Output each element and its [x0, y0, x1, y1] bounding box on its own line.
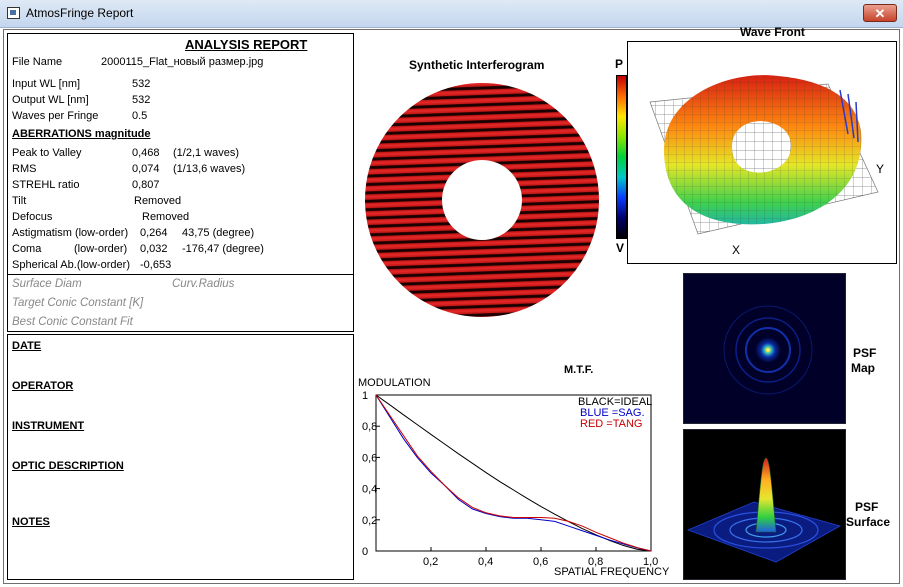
instrument-field[interactable]: INSTRUMENT [12, 420, 85, 432]
waves-per-fringe-label: Waves per Fringe [12, 110, 99, 122]
input-wl-label: Input WL [nm] [12, 78, 81, 90]
window-title: AtmosFringe Report [26, 6, 134, 20]
wavefront-title: Wave Front [740, 25, 805, 39]
spherical-label: Spherical Ab.(low-order) [12, 259, 130, 271]
psf-surface-label-1: PSF [855, 500, 879, 514]
mtf-y-tick-label: 0,6 [362, 452, 377, 464]
astigmatism-value: 0,264 [140, 227, 168, 239]
strehl-label: STREHL ratio [12, 179, 80, 191]
best-conic-label: Best Conic Constant Fit [12, 316, 133, 328]
aberrations-header: ABERRATIONS magnitude [12, 128, 151, 140]
rms-waves: (1/13,6 waves) [173, 163, 246, 175]
target-conic-label: Target Conic Constant [K] [12, 297, 144, 309]
mtf-x-tick-label: 0,8 [588, 556, 603, 568]
ptv-value: 0,468 [132, 147, 160, 159]
coma-label: Coma [12, 243, 42, 255]
mtf-legend-ideal: BLACK=IDEAL [578, 396, 652, 408]
mtf-x-tick-label: 1,0 [643, 556, 658, 568]
tilt-value: Removed [134, 195, 182, 207]
mtf-y-tick-label: 0,8 [362, 421, 377, 433]
spherical-value: -0,653 [140, 259, 172, 271]
info-panel: DATE OPERATOR INSTRUMENT OPTIC DESCRIPTI… [7, 334, 354, 580]
wavefront-surface-plot: X Y [649, 75, 884, 257]
input-wl-value: 532 [132, 78, 151, 90]
ptv-waves: (1/2,1 waves) [173, 147, 240, 159]
coma-angle: -176,47 (degree) [182, 243, 264, 255]
optic-description-field[interactable]: OPTIC DESCRIPTION [12, 460, 124, 472]
rms-label: RMS [12, 163, 37, 175]
divider [8, 274, 353, 275]
close-button[interactable]: ✕ [863, 4, 897, 22]
mtf-series-tang-line [375, 394, 652, 552]
mtf-series-sag-line [375, 394, 652, 552]
mtf-title: M.T.F. [564, 364, 594, 376]
analysis-report-panel: ANALYSIS REPORT File Name 2000115_Flat_н… [7, 33, 354, 332]
mtf-x-tick-label: 0,2 [423, 556, 438, 568]
psf-surface-label-2: Surface [846, 515, 891, 529]
astigmatism-label: Astigmatism (low-order) [12, 227, 129, 239]
date-field[interactable]: DATE [12, 340, 42, 352]
app-icon [7, 7, 20, 19]
psf-surface-image [683, 429, 846, 580]
colorbar [616, 75, 627, 239]
waves-per-fringe-value: 0.5 [132, 110, 148, 122]
mtf-y-axis-title: MODULATION [358, 377, 431, 389]
mtf-legend-tang: RED =TANG [580, 418, 642, 430]
defocus-value: Removed [142, 211, 190, 223]
colorbar-top-label: P [615, 57, 624, 71]
mtf-x-axis-title: SPATIAL FREQUENCY [554, 566, 670, 578]
wavefront-y-axis-label: Y [876, 162, 884, 176]
mtf-x-tick-label: 0,4 [478, 556, 493, 568]
output-wl-label: Output WL [nm] [12, 94, 89, 106]
notes-field[interactable]: NOTES [12, 516, 50, 528]
wavefront-frame: X Y [627, 41, 897, 264]
title-bar: AtmosFringe Report ✕ [0, 0, 903, 28]
report-title: ANALYSIS REPORT [185, 37, 308, 52]
operator-field[interactable]: OPERATOR [12, 380, 74, 392]
file-name-value: 2000115_Flat_новый размер.jpg [101, 56, 264, 68]
mtf-y-tick-label: 0,2 [362, 515, 377, 527]
tilt-label: Tilt [12, 195, 27, 207]
ptv-label: Peak to Valley [12, 147, 82, 159]
mtf-y-tick-label: 0 [362, 546, 368, 558]
mtf-x-tick-label: 0,6 [533, 556, 548, 568]
coma-value: 0,032 [140, 243, 168, 255]
rms-value: 0,074 [132, 163, 160, 175]
psf-map-label-2: Map [851, 361, 875, 375]
coma-order: (low-order) [74, 243, 128, 255]
defocus-label: Defocus [12, 211, 53, 223]
mtf-plot-frame [375, 394, 652, 552]
mtf-legend-sag: BLUE =SAG. [580, 407, 645, 419]
mtf-y-tick-label: 0,4 [362, 484, 377, 496]
strehl-value: 0,807 [132, 179, 160, 191]
colorbar-bottom-label: V [616, 241, 625, 255]
surface-diam-label: Surface Diam [12, 278, 82, 290]
astigmatism-angle: 43,75 (degree) [182, 227, 255, 239]
output-wl-value: 532 [132, 94, 151, 106]
interferogram-title: Synthetic Interferogram [409, 58, 545, 72]
mtf-y-tick-label: 1 [362, 390, 368, 402]
synthetic-interferogram [362, 80, 602, 320]
wavefront-x-axis-label: X [732, 243, 740, 257]
report-window-body: ANALYSIS REPORT File Name 2000115_Flat_н… [3, 25, 900, 584]
curv-radius-label: Curv.Radius [172, 278, 235, 290]
psf-map-image [683, 273, 846, 424]
psf-map-label-1: PSF [853, 346, 877, 360]
mtf-chart: 0 0,2 0,4 0,6 0,8 1 0,2 0,4 0,6 0,8 1,0 BLACK=IDEA… [362, 390, 658, 568]
file-name-label: File Name [12, 56, 63, 68]
